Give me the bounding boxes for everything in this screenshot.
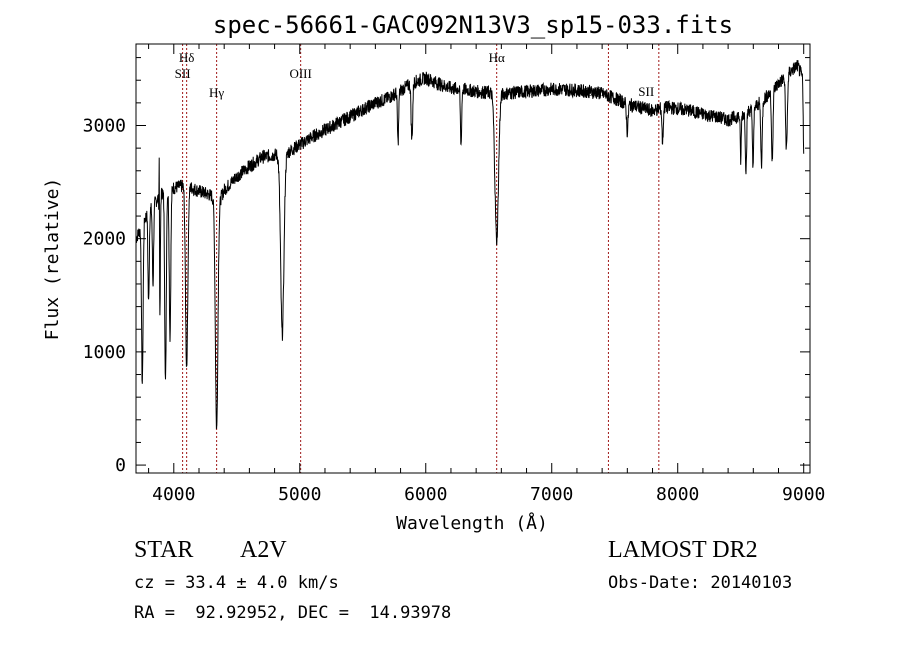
- plot-frame: [135, 43, 811, 474]
- line-annotation: OIII: [289, 66, 311, 81]
- x-axis-label: Wavelength (Å): [396, 512, 548, 534]
- x-tick-label: 6000: [404, 484, 447, 505]
- redshift-label: cz = 33.4 ± 4.0 km/s: [134, 573, 339, 593]
- y-axis-label: Flux (relative): [42, 178, 63, 341]
- line-annotation: Hδ: [179, 50, 195, 65]
- line-markers: [182, 44, 660, 473]
- axes: 4000 5000 6000 7000 8000 9000 0 1000 2000 3000: [83, 44, 825, 505]
- x-tick-label: 5000: [278, 484, 321, 505]
- y-tick-label: 3000: [83, 115, 126, 136]
- survey-label: LAMOST DR2: [608, 537, 758, 563]
- y-tick-label: 1000: [83, 342, 126, 363]
- line-annotation: SII: [638, 84, 654, 99]
- x-tick-label: 4000: [152, 484, 195, 505]
- x-tick-label: 8000: [656, 484, 699, 505]
- line-annotation: Hγ: [209, 85, 224, 100]
- spectrum-line: [135, 60, 805, 430]
- line-annotation: OII: [584, 84, 602, 99]
- chart-title: spec-56661-GAC092N13V3_sp15-033.fits: [213, 11, 733, 39]
- object-class: STAR: [134, 537, 194, 563]
- obs-date-label: Obs-Date: 20140103: [608, 573, 793, 593]
- x-tick-label: 7000: [530, 484, 573, 505]
- line-annotation: SII: [175, 66, 191, 81]
- subclass: A2V: [240, 537, 287, 563]
- line-annotation: Hα: [489, 50, 505, 65]
- y-tick-label: 2000: [83, 229, 126, 250]
- coords-label: RA = 92.92952, DEC = 14.93978: [134, 603, 452, 623]
- y-tick-label: 0: [115, 455, 126, 476]
- x-tick-label: 9000: [782, 484, 825, 505]
